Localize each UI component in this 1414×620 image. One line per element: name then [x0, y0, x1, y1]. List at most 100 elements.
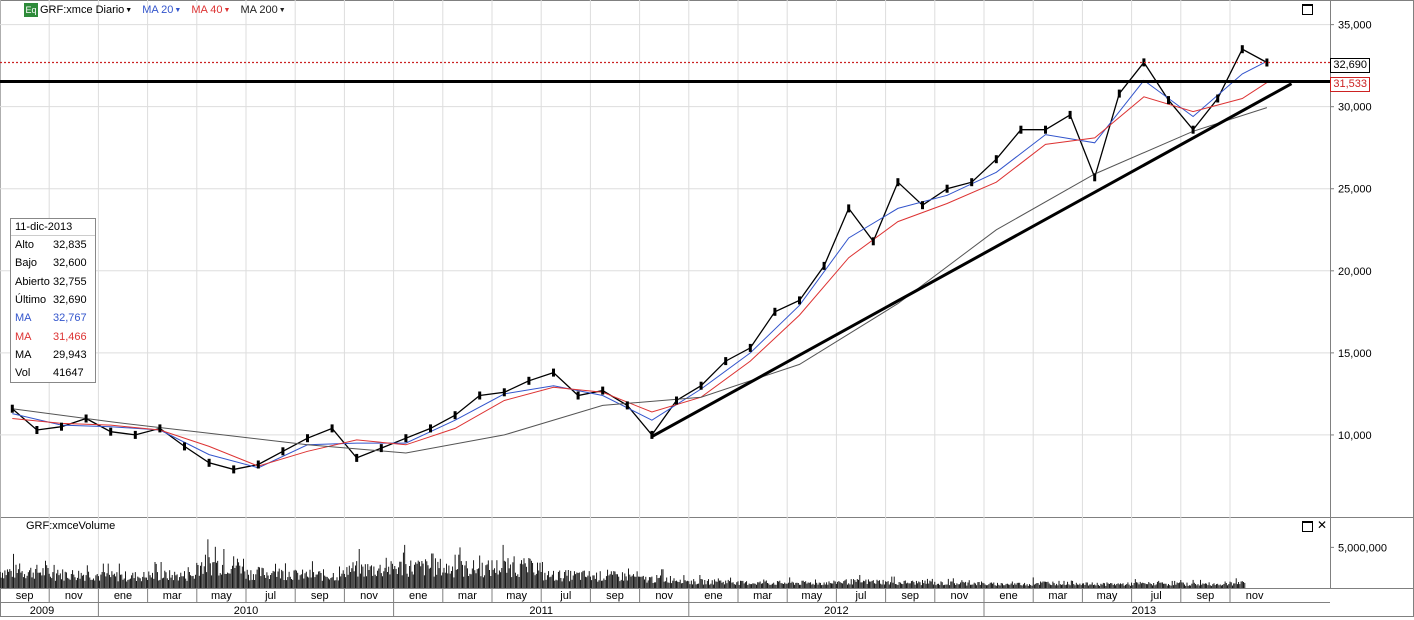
x-month-label: may	[211, 590, 232, 602]
chevron-down-icon: ▼	[174, 6, 182, 14]
price-point	[1191, 125, 1195, 134]
x-year-label: 2009	[30, 605, 54, 617]
price-point	[84, 414, 88, 423]
info-row-volume: Vol 41647	[15, 367, 84, 380]
price-point	[1167, 96, 1170, 105]
price-point	[1044, 125, 1047, 134]
price-point	[798, 296, 801, 305]
price-point	[601, 386, 605, 395]
price-point	[945, 184, 949, 193]
price-point	[109, 427, 113, 436]
chart-toolbar: Eq GRF:xmce Diario ▼ MA 20 ▼ MA 40 ▼ MA …	[24, 2, 286, 18]
x-month-label: ene	[704, 590, 722, 602]
price-point	[552, 368, 555, 377]
price-point	[256, 460, 260, 469]
price-point	[1068, 110, 1072, 119]
ma40-label: MA 40	[191, 4, 223, 16]
chevron-down-icon: ▼	[125, 6, 133, 14]
price-point	[158, 424, 162, 433]
data-window: 11-dic-2013 Alto 32,835 Bajo 32,600 Abiert…	[10, 218, 96, 384]
price-point	[355, 453, 359, 462]
symbol-selector[interactable]: Eq GRF:xmce Diario ▼	[24, 3, 132, 17]
close-volume-panel-icon[interactable]: ✕	[1317, 518, 1328, 532]
volume-panel-title: GRF:xmceVolume	[26, 520, 116, 532]
period-label: Diario	[95, 4, 125, 16]
chevron-down-icon: ▼	[223, 6, 231, 14]
x-month-label: nov	[951, 590, 969, 602]
x-year-label: 2012	[824, 605, 848, 617]
price-point	[478, 391, 482, 400]
price-point	[773, 307, 777, 316]
x-year-label: 2010	[234, 605, 258, 617]
y-tick-label: 15,000	[1338, 348, 1372, 360]
ma200-label: MA 200	[240, 4, 278, 16]
price-point	[724, 357, 728, 366]
maximize-volume-panel-icon[interactable]	[1302, 521, 1313, 532]
price-point	[1117, 89, 1121, 98]
price-point	[133, 430, 137, 439]
x-month-label: ene	[409, 590, 427, 602]
price-point	[675, 396, 678, 405]
x-month-label: jul	[854, 590, 866, 602]
x-month-label: sep	[16, 590, 34, 602]
x-month-label: jul	[264, 590, 276, 602]
x-month-label: may	[801, 590, 822, 602]
x-month-label: mar	[458, 590, 477, 602]
ma200-selector[interactable]: MA 200 ▼	[240, 4, 285, 16]
equity-icon: Eq	[24, 3, 38, 17]
price-point	[970, 178, 974, 187]
x-month-label: jul	[1150, 590, 1162, 602]
info-date: 11-dic-2013	[11, 219, 95, 236]
price-point	[330, 424, 334, 433]
price-point	[1019, 125, 1023, 134]
price-point	[281, 447, 285, 456]
price-point	[1216, 94, 1220, 103]
info-row-ma40: MA 31,466	[15, 330, 87, 343]
price-point	[60, 422, 63, 431]
price-point	[748, 343, 752, 352]
info-row-low: Bajo 32,600	[15, 257, 87, 270]
price-point	[10, 404, 14, 413]
maximize-price-panel-icon[interactable]	[1302, 4, 1313, 15]
info-row-ma200: MA 29,943	[15, 348, 87, 361]
trendline	[651, 82, 1293, 438]
y-tick-label: 10,000	[1338, 430, 1372, 442]
y-tick-label: 20,000	[1338, 266, 1372, 278]
x-month-label: ene	[999, 590, 1017, 602]
price-point	[994, 155, 998, 164]
price-point	[847, 204, 851, 213]
series-line-ma-40	[12, 82, 1268, 467]
ma20-selector[interactable]: MA 20 ▼	[142, 4, 181, 16]
x-month-label: sep	[1197, 590, 1215, 602]
x-month-label: nov	[1246, 590, 1264, 602]
price-point	[1240, 45, 1244, 54]
price-point	[822, 261, 826, 270]
price-point	[921, 201, 924, 210]
price-point	[306, 434, 309, 443]
y-tick-label: 25,000	[1338, 184, 1372, 196]
ma40-selector[interactable]: MA 40 ▼	[191, 4, 230, 16]
price-point	[183, 442, 186, 451]
x-year-label: 2013	[1132, 605, 1156, 617]
price-point	[1265, 58, 1269, 67]
ma20-label: MA 20	[142, 4, 174, 16]
symbol-label: GRF:xmce	[40, 4, 93, 16]
x-month-label: ene	[114, 590, 132, 602]
x-month-label: mar	[1048, 590, 1067, 602]
price-point	[379, 444, 383, 453]
price-point	[453, 411, 457, 420]
x-month-label: nov	[360, 590, 378, 602]
price-point	[404, 434, 408, 443]
last-price-tag: 32,690	[1330, 58, 1370, 73]
x-month-label: may	[1097, 590, 1118, 602]
price-point	[502, 388, 506, 397]
price-point	[871, 237, 875, 246]
series-line-grf-xmce	[11, 48, 1268, 471]
x-month-label: mar	[753, 590, 772, 602]
x-month-label: may	[506, 590, 527, 602]
x-year-label: 2011	[529, 605, 553, 617]
y-tick-label: 30,000	[1338, 102, 1372, 114]
price-point	[429, 424, 432, 433]
